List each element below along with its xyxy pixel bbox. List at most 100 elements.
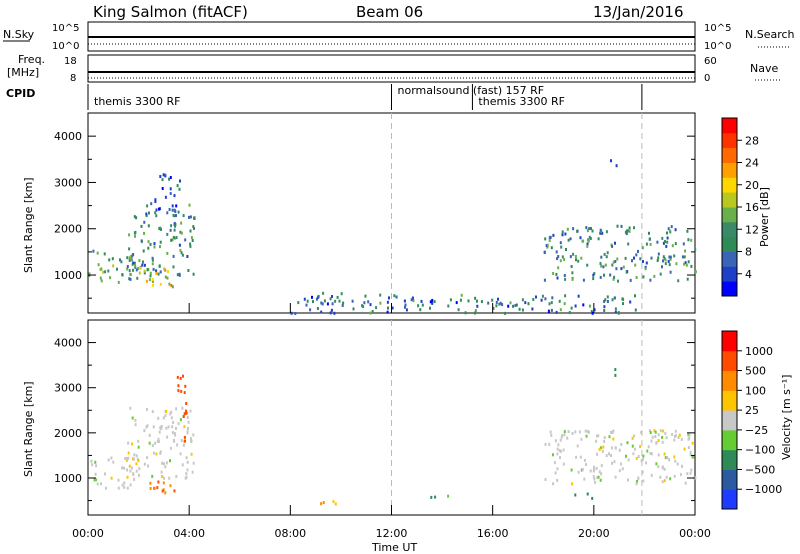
data-cell xyxy=(179,452,182,456)
y-tick-label: 1000 xyxy=(54,472,82,485)
data-cell xyxy=(172,265,175,269)
data-cell xyxy=(164,491,167,495)
data-cell xyxy=(173,489,176,493)
data-cell xyxy=(665,244,668,248)
colorbar-swatch xyxy=(722,162,737,178)
data-cell xyxy=(588,227,591,231)
nsky-tick-bottom: 10^0 xyxy=(52,41,79,52)
data-cell xyxy=(694,476,697,480)
data-cell xyxy=(543,251,546,254)
data-cell xyxy=(515,303,518,307)
data-cell xyxy=(663,479,666,483)
data-cell xyxy=(664,262,667,266)
x-tick-label: 20:00 xyxy=(578,527,610,540)
data-cell xyxy=(647,445,650,449)
data-cell xyxy=(134,419,137,422)
data-cell xyxy=(176,184,179,188)
data-cell xyxy=(159,175,162,178)
colorbar-swatch xyxy=(722,132,737,149)
data-cell xyxy=(192,433,195,437)
data-cell xyxy=(641,260,644,263)
data-cell xyxy=(180,389,183,393)
data-cell xyxy=(181,406,184,410)
data-cell xyxy=(600,464,603,468)
data-cell xyxy=(592,475,595,479)
data-cell xyxy=(690,468,693,472)
data-cell xyxy=(602,265,605,269)
colorbar-swatch xyxy=(722,429,737,451)
data-cell xyxy=(686,472,689,476)
data-cell xyxy=(180,231,183,235)
data-cell xyxy=(151,280,154,283)
data-cell xyxy=(637,249,639,253)
data-cell xyxy=(126,475,129,479)
data-cell xyxy=(142,249,145,253)
data-cell xyxy=(181,463,184,467)
data-cell xyxy=(111,257,114,261)
data-cell xyxy=(587,430,590,434)
colorbar-tick-label: −1000 xyxy=(745,483,782,496)
data-cell xyxy=(131,416,134,420)
data-cell xyxy=(577,259,580,263)
data-cell xyxy=(162,481,165,485)
data-cell xyxy=(624,230,627,234)
data-cell xyxy=(663,467,666,471)
data-cell xyxy=(143,429,146,433)
data-cell xyxy=(133,215,136,219)
data-cell xyxy=(576,444,579,448)
data-cell xyxy=(182,443,185,447)
data-cell xyxy=(121,273,124,277)
data-cell xyxy=(577,294,580,298)
data-cell xyxy=(182,374,184,378)
data-cell xyxy=(641,246,644,250)
y-tick-label: 4000 xyxy=(54,337,82,350)
data-cell xyxy=(610,446,613,450)
data-cell xyxy=(617,311,620,315)
data-cell xyxy=(157,440,160,443)
data-cell xyxy=(193,216,195,220)
data-cell xyxy=(635,276,638,279)
data-cell xyxy=(131,442,134,446)
data-cell xyxy=(146,204,149,208)
velocity-panel: 1000 2000 3000 4000 xyxy=(54,319,697,516)
data-cell xyxy=(665,436,668,440)
y-tick-label: 3000 xyxy=(54,176,82,189)
data-cell xyxy=(159,452,162,455)
data-cell xyxy=(509,301,512,305)
data-cell xyxy=(187,269,190,272)
beam-title: Beam 06 xyxy=(356,3,423,21)
data-cell xyxy=(405,308,408,312)
data-cell xyxy=(331,295,333,298)
data-cell xyxy=(642,275,645,279)
data-cell xyxy=(552,272,555,275)
data-cell xyxy=(605,454,608,458)
data-cell xyxy=(670,225,673,229)
data-cell xyxy=(608,452,610,456)
data-cell xyxy=(583,477,586,481)
data-cell xyxy=(170,410,173,414)
data-cell xyxy=(187,420,190,424)
data-cell xyxy=(148,278,151,282)
data-cell xyxy=(332,500,335,504)
data-cell xyxy=(180,251,183,255)
colorbar-tick-label: 25 xyxy=(745,404,759,417)
data-cell xyxy=(173,221,176,225)
data-cell xyxy=(585,463,587,466)
data-cell xyxy=(154,211,157,215)
data-cell xyxy=(633,226,635,230)
data-cell xyxy=(591,496,594,500)
data-cell xyxy=(546,243,549,247)
data-cell xyxy=(364,294,367,298)
data-cell xyxy=(133,477,136,481)
data-cell xyxy=(182,415,185,418)
data-cell xyxy=(297,301,300,305)
data-cell xyxy=(431,301,434,305)
data-cell xyxy=(165,409,167,413)
data-cell xyxy=(687,260,690,264)
data-cell xyxy=(668,229,671,233)
data-cell xyxy=(184,476,187,480)
data-cell xyxy=(612,260,615,264)
data-cell xyxy=(656,259,659,262)
data-cell xyxy=(128,233,131,237)
data-cell xyxy=(175,236,178,240)
